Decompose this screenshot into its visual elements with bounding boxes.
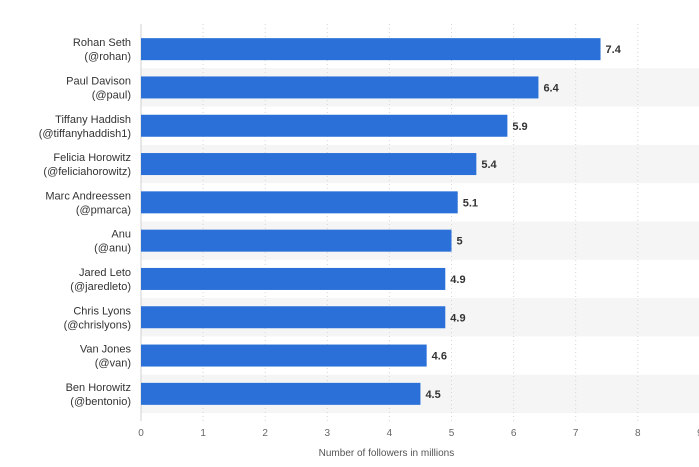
value-label: 5: [457, 236, 463, 248]
category-handle: (@jaredleto): [70, 281, 131, 293]
category-label: Van Jones (@van): [80, 344, 132, 370]
category-label: Jared Leto (@jaredleto): [70, 267, 131, 293]
category-labels: Rohan Seth (@rohan) Paul Davison (@paul) Tif…: [39, 37, 132, 408]
category-name: Anu: [111, 229, 131, 241]
x-tick-label: 1: [200, 428, 206, 439]
category-label: Anu (@anu): [94, 229, 131, 255]
category-label: Rohan Seth (@rohan): [73, 37, 131, 63]
x-axis: 0 1 2 3 4 5 6 7 8 9: [138, 428, 699, 439]
category-handle: (@van): [95, 358, 131, 370]
category-name: Tiffany Haddish: [55, 114, 131, 126]
category-handle: (@paul): [92, 89, 131, 101]
bar: [141, 267, 446, 290]
bar: [141, 114, 508, 137]
value-label: 4.6: [432, 351, 447, 363]
category-handle: (@bentonio): [70, 396, 131, 408]
value-label: 6.4: [543, 82, 559, 94]
category-label: Tiffany Haddish (@tiffanyhaddish1): [39, 114, 131, 140]
bar: [141, 306, 446, 329]
bar: [141, 153, 477, 176]
category-label: Marc Andreessen (@pmarca): [45, 190, 131, 216]
x-tick-label: 6: [511, 428, 517, 439]
x-tick-label: 8: [635, 428, 641, 439]
bar: [141, 229, 452, 252]
value-label: 4.9: [450, 312, 465, 324]
bar: [141, 382, 421, 405]
x-axis-title: Number of followers in millions: [319, 448, 455, 459]
value-label: 7.4: [606, 44, 622, 56]
x-tick-label: 4: [387, 428, 393, 439]
category-name: Felicia Horowitz: [53, 152, 131, 164]
category-name: Ben Horowitz: [66, 382, 131, 394]
bar: [141, 344, 427, 367]
bars: [141, 38, 601, 405]
bar: [141, 38, 601, 61]
x-tick-label: 0: [138, 428, 144, 439]
category-handle: (@anu): [94, 243, 131, 255]
value-label: 5.9: [512, 121, 527, 133]
category-handle: (@pmarca): [76, 204, 131, 216]
category-name: Jared Leto: [79, 267, 131, 279]
category-name: Paul Davison: [66, 75, 131, 87]
category-handle: (@chrislyons): [64, 319, 131, 331]
category-name: Chris Lyons: [73, 305, 131, 317]
category-label: Felicia Horowitz (@feliciahorowitz): [43, 152, 131, 178]
value-label: 5.1: [463, 197, 478, 209]
x-tick-label: 7: [573, 428, 579, 439]
value-label: 4.9: [450, 274, 465, 286]
category-handle: (@feliciahorowitz): [43, 166, 131, 178]
x-tick-label: 2: [262, 428, 268, 439]
category-name: Marc Andreessen: [45, 190, 131, 202]
category-label: Ben Horowitz (@bentonio): [66, 382, 131, 408]
category-name: Van Jones: [80, 344, 132, 356]
category-name: Rohan Seth: [73, 37, 131, 49]
x-tick-label: 3: [325, 428, 331, 439]
bar: [141, 191, 458, 214]
x-tick-label: 5: [449, 428, 455, 439]
value-labels: 7.4 6.4 5.9 5.4 5.1 5 4.9 4.9 4.6 4.5: [425, 44, 621, 401]
category-label: Chris Lyons (@chrislyons): [64, 305, 132, 331]
bar: [141, 76, 539, 99]
x-tick-label: 9: [697, 428, 699, 439]
value-label: 5.4: [481, 159, 497, 171]
category-label: Paul Davison (@paul): [66, 75, 131, 101]
category-handle: (@tiffanyhaddish1): [39, 128, 131, 140]
category-handle: (@rohan): [84, 51, 131, 63]
value-label: 4.5: [425, 389, 440, 401]
